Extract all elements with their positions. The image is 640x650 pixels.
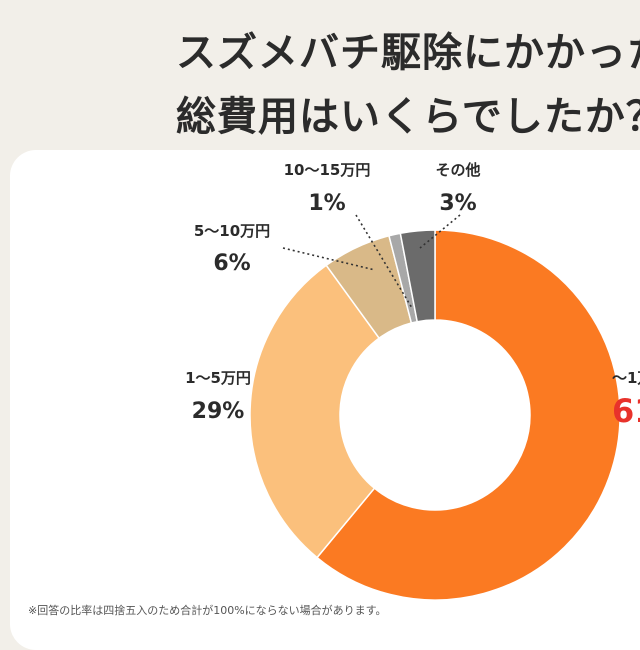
slice-category-label-4: その他 — [435, 161, 480, 179]
slice-category-label-1: 1～5万円 — [185, 369, 251, 387]
chart-title-line-2: 総費用はいくらでしたか？ — [176, 94, 640, 140]
slice-value-label-0: 61% — [612, 392, 640, 430]
slice-value-label-1: 29% — [192, 399, 245, 424]
slice-value-label-2: 6% — [213, 251, 250, 276]
chart-title-line-1: スズメバチ駆除にかかった — [176, 30, 640, 76]
leader-line-2 — [282, 247, 376, 271]
donut-slice-1 — [249, 264, 381, 559]
footnote: ※回答の比率は四捨五入のため合計が100%にならない場合があります。 — [28, 604, 387, 617]
leader-line-4 — [419, 214, 461, 249]
slice-value-label-3: 1% — [308, 191, 345, 216]
slice-category-label-3: 10～15万円 — [284, 161, 371, 179]
donut-slice-0 — [316, 229, 621, 601]
donut-slice-4 — [399, 229, 436, 323]
slice-value-label-4: 3% — [439, 191, 476, 216]
slice-category-label-2: 5～10万円 — [194, 222, 270, 240]
slice-category-label-0: ～1万円 — [612, 369, 640, 387]
leader-line-3 — [355, 214, 413, 309]
